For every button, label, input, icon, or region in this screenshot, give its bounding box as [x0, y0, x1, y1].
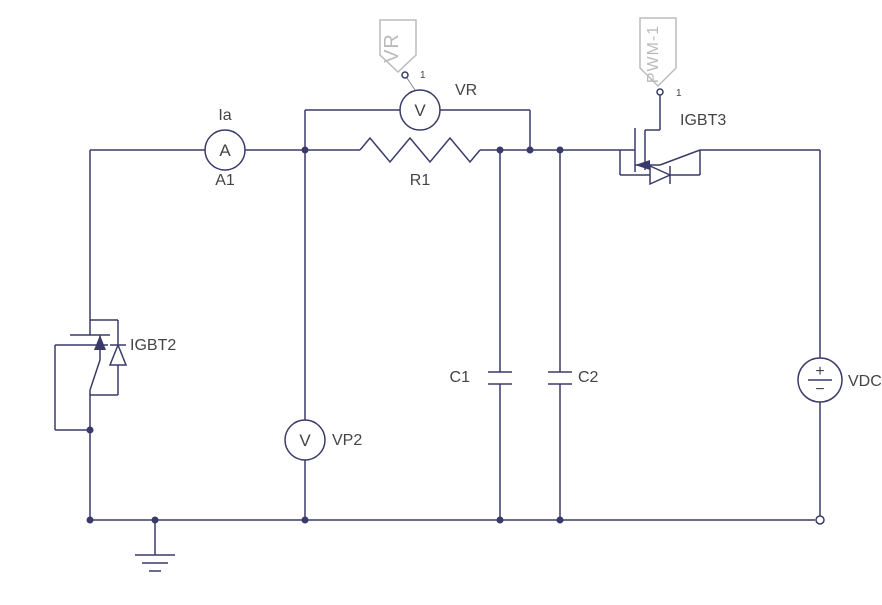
ammeter-glyph: A [219, 141, 231, 160]
capacitor-c1: C1 [450, 150, 512, 520]
cap2-name: C2 [578, 369, 599, 386]
ammeter-name: A1 [215, 172, 235, 189]
igbt3: IGBT3 [615, 95, 726, 184]
resistor-name: R1 [410, 172, 431, 189]
ammeter-signal: Ia [218, 107, 231, 124]
igbt2-name: IGBT2 [130, 337, 176, 354]
vdc3-name: VDC3 [848, 373, 882, 390]
igbt3-name: IGBT3 [680, 112, 726, 129]
probe-vr: VR 1 [380, 20, 426, 90]
voltmeter-vp2-glyph: V [299, 431, 311, 450]
capacitor-c2: C2 [548, 150, 599, 520]
svg-text:+: + [815, 363, 824, 380]
voltmeter-vp2-name: VP2 [332, 432, 362, 449]
dc-source-vdc3: + − VDC3 [798, 358, 882, 402]
svg-text:−: − [815, 381, 824, 398]
resistor-r1 [360, 138, 480, 162]
ground [135, 520, 175, 571]
svg-text:1: 1 [420, 70, 426, 81]
igbt2: IGBT2 [55, 315, 176, 524]
svg-text:VR: VR [381, 33, 403, 63]
svg-text:1: 1 [676, 88, 682, 99]
probe-pwm1: PWM-1 1 [640, 18, 682, 99]
svg-text:PWM-1: PWM-1 [645, 25, 662, 83]
circuit-schematic: A A1 Ia V VR VR 1 R1 [0, 0, 882, 605]
voltmeter-vr-name: VR [455, 82, 477, 99]
voltmeter-vr-glyph: V [414, 101, 426, 120]
cap1-name: C1 [450, 369, 471, 386]
